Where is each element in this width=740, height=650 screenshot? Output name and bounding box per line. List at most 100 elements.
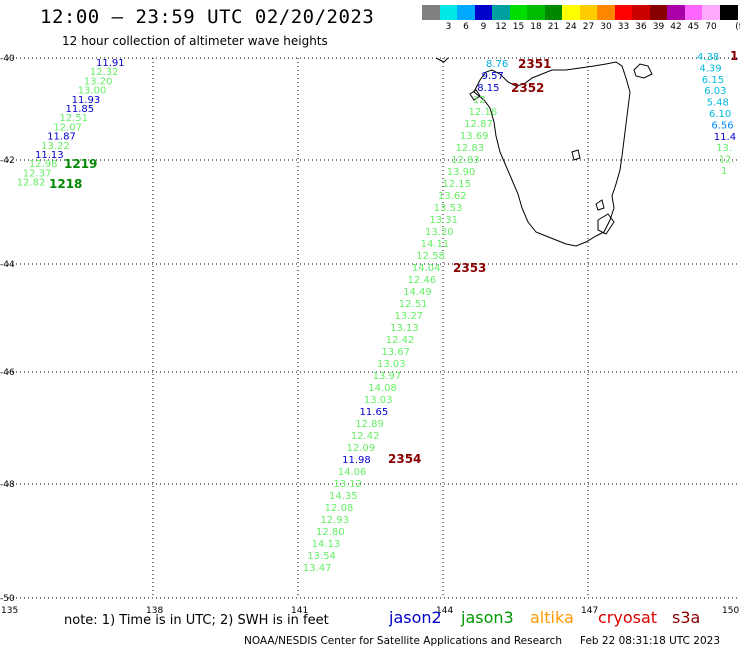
map-title: 12:00 – 23:59 UTC 02/20/2023 — [40, 6, 375, 28]
legend-swatch — [544, 5, 563, 20]
legend-swatch — [614, 5, 633, 20]
track-right-value: 11.4 — [714, 132, 736, 143]
track-center-value: 12.16 — [469, 107, 498, 118]
track-center-value: 12.46 — [408, 275, 437, 286]
track-center-value: 14.08 — [368, 383, 397, 394]
track-right-value: 6.15 — [702, 75, 724, 86]
legend-swatch — [632, 5, 650, 20]
track-center-value: 14.06 — [338, 467, 367, 478]
lat-lon-grid: 135 138 141 144 147 150 -40 -42 -44 -46 -48 -50 — [0, 54, 740, 616]
track-center-value: 13.20 — [425, 227, 454, 238]
track-right-value: 5.48 — [707, 98, 729, 109]
legend-label: 24 — [565, 22, 577, 32]
legend-swatch — [579, 5, 598, 20]
track-center-value: 14.11 — [421, 239, 450, 250]
satellite-jason3-label: jason3 — [461, 608, 514, 627]
track-left-value: 12.07 — [53, 122, 82, 133]
legend-label: 70 — [705, 22, 717, 32]
satellite-s3a-label: s3a — [672, 608, 701, 627]
track-left-value: 13.00 — [78, 86, 107, 97]
track-center-value: 13.12 — [333, 479, 362, 490]
track-center-value: 14.13 — [312, 539, 341, 550]
legend-label: 39 — [652, 22, 665, 32]
track-right-value: 4.39 — [699, 63, 721, 74]
track-left-value: 13.22 — [41, 141, 70, 152]
pass-time-label: 2352 — [511, 81, 544, 95]
track-left-value: 11.87 — [47, 132, 76, 143]
lon-label: 147 — [581, 606, 598, 616]
track-right-value: 13. — [716, 143, 732, 154]
track-left-value: 11.85 — [66, 104, 95, 115]
legend-unit: (ft) — [735, 22, 740, 32]
track-center-value: 14.04 — [412, 263, 441, 274]
lat-label: -42 — [0, 156, 15, 166]
track-center-value: 13.62 — [438, 191, 467, 202]
lon-label: 141 — [291, 606, 308, 616]
track-center-value: 12.09 — [346, 443, 375, 454]
footer-credit: NOAA/NESDIS Center for Satellite Applica… — [244, 635, 562, 647]
track-right-value: 6.56 — [711, 120, 733, 131]
track-center-value: 12.42 — [351, 431, 380, 442]
lon-label: 144 — [436, 606, 453, 616]
track-center-value: 14.49 — [403, 287, 432, 298]
track-left-value: 12.82 — [17, 178, 46, 189]
map-frame — [8, 57, 740, 599]
track-right-value: 12. — [719, 155, 735, 166]
legend-swatch — [649, 5, 668, 20]
legend-swatch — [597, 5, 615, 20]
track-center-value: 12.42 — [386, 335, 415, 346]
pass-time-label: 1218 — [49, 177, 82, 191]
legend-swatch — [684, 5, 703, 20]
track-center-value: 13.53 — [434, 203, 463, 214]
legend-label: 12 — [495, 22, 507, 32]
footer-timestamp: Feb 22 08:31:18 UTC 2023 — [580, 635, 720, 647]
legend-label: 21 — [547, 22, 560, 32]
lat-label: -46 — [0, 368, 15, 378]
track-center-value: 12.83 — [455, 143, 484, 154]
lat-label: -48 — [0, 480, 15, 490]
legend-label: 18 — [530, 22, 542, 32]
track-right-value: 6.10 — [709, 109, 731, 120]
lon-label: 150 — [722, 606, 739, 616]
lat-label: -50 — [0, 594, 15, 604]
track-left-value: 12.98 — [29, 159, 58, 170]
track-center-value: 12.80 — [316, 527, 345, 538]
legend-label: 3 — [445, 22, 452, 32]
track-center-value: 8.76 — [486, 59, 508, 70]
legend-label: 30 — [600, 22, 612, 32]
track-left-value: 13.20 — [84, 76, 113, 87]
track-center-value: 13.69 — [460, 131, 489, 142]
legend-swatch — [527, 5, 545, 20]
legend-swatch — [457, 5, 475, 20]
track-center-value: 12.83 — [451, 155, 480, 166]
track-center-value: 12.08 — [325, 503, 354, 514]
track-center-value: 12.93 — [320, 515, 349, 526]
track-center-value: 13.54 — [307, 551, 336, 562]
track-left-value: 11.13 — [35, 150, 64, 161]
legend-swatch — [667, 5, 685, 20]
track-left-value: 12.32 — [90, 67, 119, 78]
legend-label: 36 — [635, 22, 647, 32]
track-center-value: 11.65 — [360, 407, 389, 418]
track-center-value: 12.58 — [416, 251, 445, 262]
track-left-value: 11.91 — [96, 58, 125, 69]
tasmania-coastline — [435, 57, 653, 247]
track-center-value: 13.67 — [381, 347, 410, 358]
track-center-value: 13.90 — [447, 167, 476, 178]
lon-label: 135 — [1, 606, 18, 616]
track-center-value: 12.87 — [464, 119, 493, 130]
track-center-value: 11.98 — [342, 455, 371, 466]
satellite-jason2-label: jason2 — [389, 608, 442, 627]
track-center-value: 12 — [473, 95, 486, 106]
track-right-value: 4.38 — [697, 52, 719, 63]
legend-label: 15 — [512, 22, 525, 32]
track-center-value: 13.27 — [394, 311, 423, 322]
track-center-value: 13.03 — [364, 395, 393, 406]
legend-swatch — [702, 5, 720, 20]
legend-label: 45 — [687, 22, 700, 32]
legend-swatch — [492, 5, 510, 20]
track-center-value: 13.97 — [373, 371, 402, 382]
lat-label: -44 — [0, 260, 15, 270]
track-right-value: 6.03 — [704, 86, 726, 97]
pass-time-label: 2353 — [453, 261, 486, 275]
